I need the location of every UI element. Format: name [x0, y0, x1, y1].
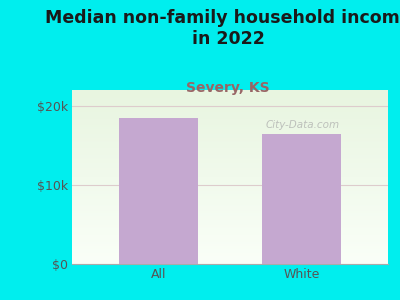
Text: Severy, KS: Severy, KS — [186, 81, 270, 95]
Bar — [119, 118, 198, 264]
Text: City-Data.com: City-Data.com — [266, 120, 340, 130]
Text: Median non-family household income
in 2022: Median non-family household income in 20… — [45, 9, 400, 48]
Bar — [262, 134, 341, 264]
